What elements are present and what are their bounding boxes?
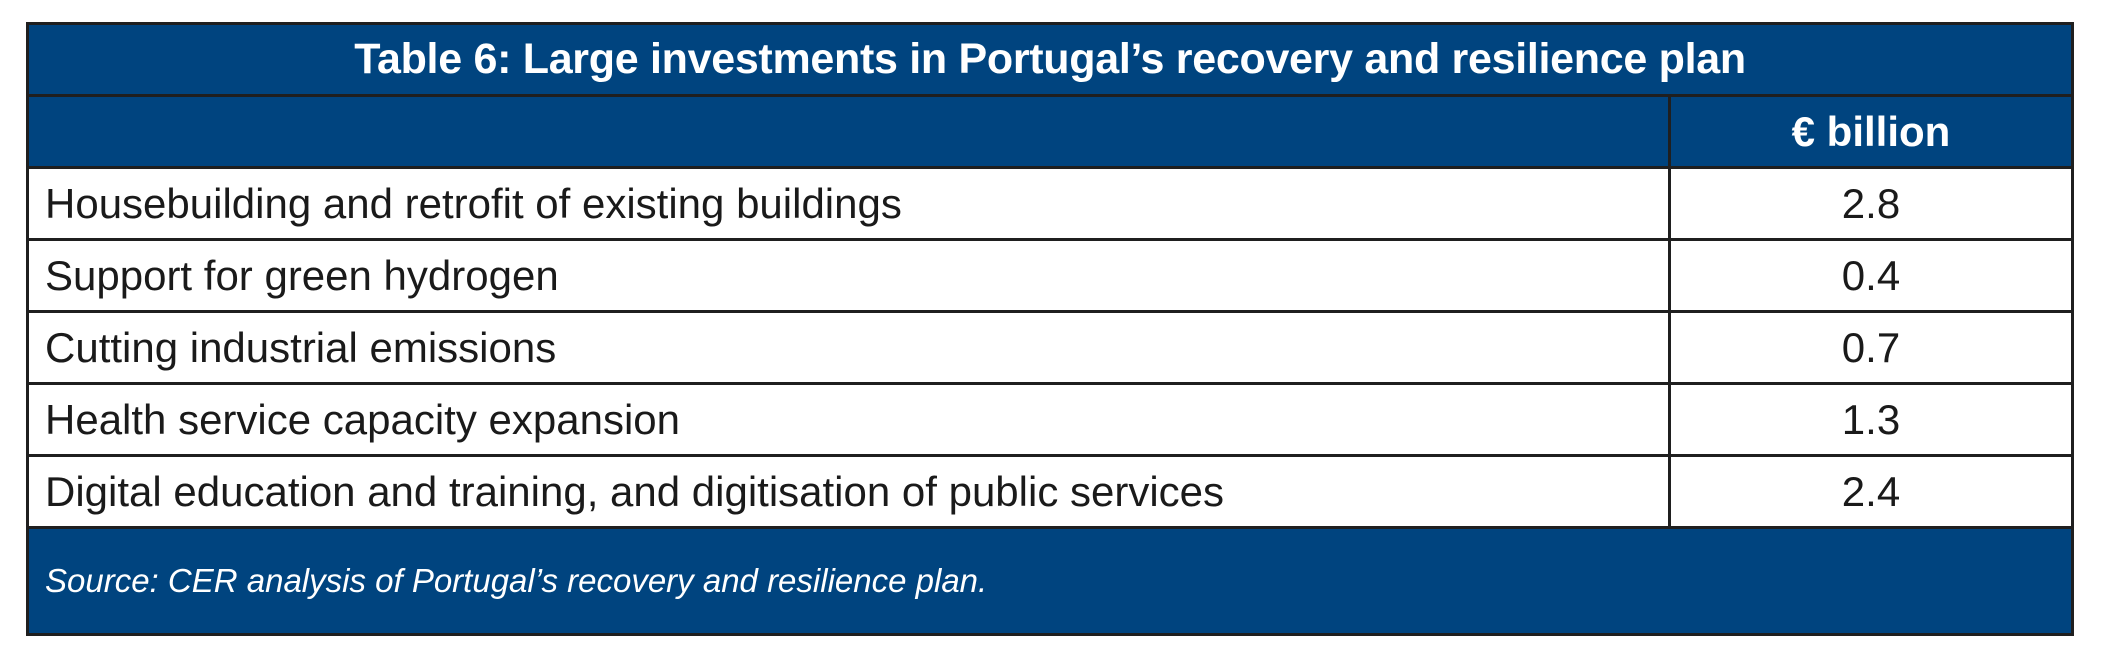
table-row: Housebuilding and retrofit of existing b… (29, 169, 2071, 241)
row-value: 2.8 (1841, 179, 1901, 227)
row-label: Cutting industrial emissions (29, 313, 1671, 382)
header-cell-unit: € billion (1791, 107, 1951, 155)
row-label: Health service capacity expansion (29, 385, 1671, 454)
investment-table: Table 6: Large investments in Portugal’s… (26, 22, 2074, 636)
source-note: Source: CER analysis of Portugal’s recov… (45, 562, 988, 599)
table-row: Digital education and training, and digi… (29, 457, 2071, 529)
row-label: Support for green hydrogen (29, 241, 1671, 310)
row-value: 1.3 (1841, 395, 1901, 443)
table-body: Housebuilding and retrofit of existing b… (29, 169, 2071, 529)
row-label: Digital education and training, and digi… (29, 457, 1671, 526)
row-value: 0.4 (1841, 251, 1901, 299)
table-row: Support for green hydrogen 0.4 (29, 241, 2071, 313)
row-value: 2.4 (1841, 467, 1901, 515)
table-title: Table 6: Large investments in Portugal’s… (29, 25, 2071, 97)
header-cell-label (29, 97, 1671, 166)
row-label: Housebuilding and retrofit of existing b… (29, 169, 1671, 238)
row-value: 0.7 (1841, 323, 1901, 371)
table-row: Health service capacity expansion 1.3 (29, 385, 2071, 457)
table-header-row: € billion (29, 97, 2071, 169)
table-row: Cutting industrial emissions 0.7 (29, 313, 2071, 385)
